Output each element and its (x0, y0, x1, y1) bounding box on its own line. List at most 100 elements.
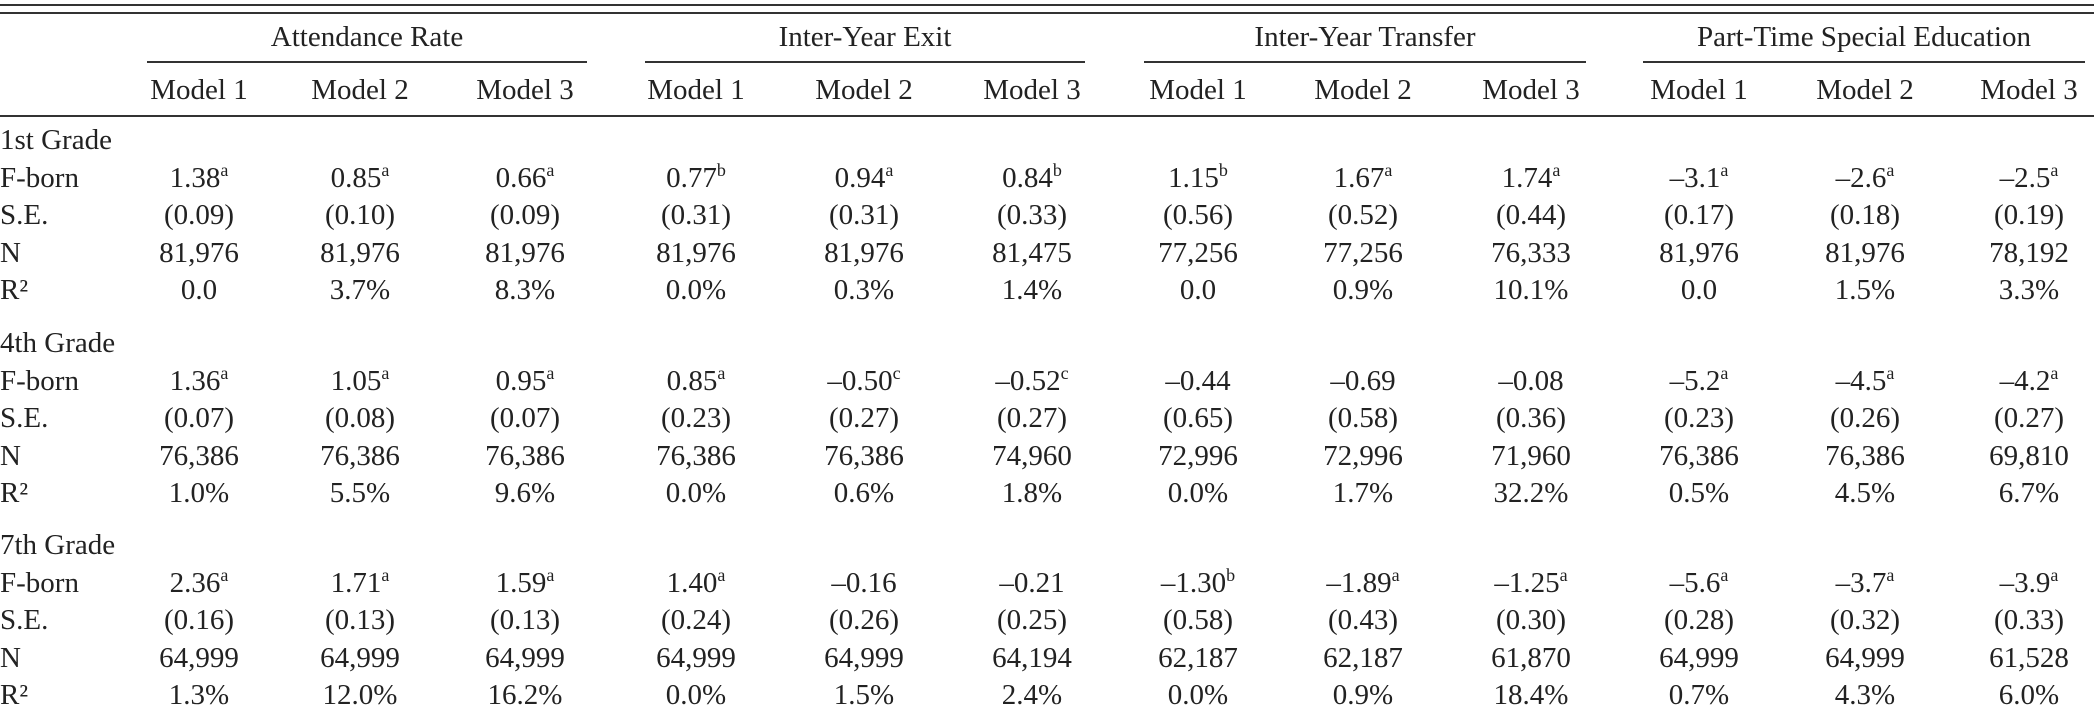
cell: –0.16 (831, 566, 897, 599)
cell: 0.9% (1332, 274, 1394, 306)
cell: 3.7% (329, 274, 391, 306)
cell: (0.28) (1663, 604, 1735, 636)
cell: 12.0% (322, 679, 398, 711)
cell: (0.32) (1829, 604, 1901, 636)
significance-mark: a (1552, 159, 1561, 180)
cell: 64,999 (485, 641, 565, 674)
cell-value: 1.71 (330, 566, 382, 599)
model-header: Model 3 (476, 74, 574, 106)
cell: 3.3% (1998, 274, 2060, 306)
group-rule (1144, 61, 1586, 63)
cell: 64,194 (992, 641, 1072, 674)
significance-mark: a (220, 159, 229, 180)
cell-value: 2.36 (169, 566, 221, 599)
cell: 1.4% (1001, 274, 1063, 306)
cell-value: –5.6 (1669, 566, 1721, 599)
cell: (0.44) (1495, 199, 1567, 231)
cell: 0.0% (1167, 679, 1229, 711)
cell: –0.52c (995, 364, 1068, 398)
cell: 76,386 (1825, 439, 1905, 472)
cell: –0.50c (827, 364, 900, 398)
cell: (0.65) (1162, 402, 1234, 434)
cell: 9.6% (494, 477, 556, 509)
cell: 81,976 (485, 236, 565, 269)
cell-value: 1.38 (169, 161, 221, 194)
cell: 74,960 (992, 439, 1072, 472)
cell: (0.33) (1993, 604, 2065, 636)
cell: 0.9% (1332, 679, 1394, 711)
cell: 72,996 (1158, 439, 1238, 472)
cell: 1.67a (1334, 161, 1393, 195)
row-label: S.E. (0, 199, 49, 231)
cell: (0.52) (1327, 199, 1399, 231)
cell: (0.08) (324, 402, 396, 434)
cell-value: –3.9 (1999, 566, 2051, 599)
cell: (0.58) (1327, 402, 1399, 434)
cell: 2.36a (170, 566, 229, 600)
cell: –0.44 (1165, 364, 1231, 397)
cell: 76,386 (320, 439, 400, 472)
cell-value: –1.89 (1326, 566, 1392, 599)
cell-value: 1.59 (495, 566, 547, 599)
cell: (0.27) (996, 402, 1068, 434)
cell: 1.8% (1001, 477, 1063, 509)
cell: (0.58) (1162, 604, 1234, 636)
cell: (0.36) (1495, 402, 1567, 434)
cell: –1.30b (1161, 566, 1235, 600)
cell-value: –0.52 (995, 364, 1061, 397)
cell: 0.0% (665, 679, 727, 711)
cell: –3.1a (1670, 161, 1729, 195)
cell: 1.0% (168, 477, 230, 509)
model-header: Model 2 (1314, 74, 1412, 106)
cell-value: 1.36 (169, 364, 221, 397)
cell: (0.26) (1829, 402, 1901, 434)
cell: (0.27) (828, 402, 900, 434)
row-label: R² (0, 679, 29, 711)
cell: 0.94a (835, 161, 894, 195)
row-label: F-born (0, 161, 79, 194)
significance-mark: a (381, 564, 390, 585)
cell: 6.0% (1998, 679, 2060, 711)
cell-value: –2.6 (1835, 161, 1887, 194)
group-title: Inter-Year Transfer (1254, 21, 1476, 53)
cell-value: –1.30 (1160, 566, 1227, 599)
cell: 77,256 (1323, 236, 1403, 269)
cell: 81,475 (992, 236, 1072, 269)
cell: –5.2a (1670, 364, 1729, 398)
cell: 62,187 (1158, 641, 1238, 674)
cell: 1.71a (331, 566, 390, 600)
significance-mark: a (2050, 362, 2059, 383)
significance-mark: b (1226, 564, 1236, 585)
cell: 0.85a (667, 364, 726, 398)
cell: –4.2a (2000, 364, 2059, 398)
cell: (0.13) (324, 604, 396, 636)
cell: 0.5% (1668, 477, 1730, 509)
model-header: Model 2 (311, 74, 409, 106)
cell: 81,976 (320, 236, 400, 269)
cell: 64,999 (824, 641, 904, 674)
cell-value: –0.50 (827, 364, 893, 397)
row-label: N (0, 641, 21, 674)
section-title: 4th Grade (0, 327, 116, 359)
cell: 0.0% (665, 274, 727, 306)
cell: –3.7a (1836, 566, 1895, 600)
significance-mark: b (1052, 159, 1062, 180)
cell: 71,960 (1491, 439, 1571, 472)
cell-value: –4.5 (1835, 364, 1887, 397)
significance-mark: a (885, 159, 894, 180)
cell: 0.0 (1680, 274, 1718, 306)
cell: 0.77b (666, 161, 726, 195)
row-label: N (0, 236, 21, 269)
cell: 4.5% (1834, 477, 1896, 509)
cell: (0.09) (163, 199, 235, 231)
significance-mark: a (1886, 564, 1895, 585)
cell: 76,333 (1491, 236, 1571, 269)
cell: 1.05a (331, 364, 390, 398)
cell-value: –4.2 (1999, 364, 2051, 397)
group-title: Inter-Year Exit (778, 21, 952, 53)
significance-mark: a (381, 159, 390, 180)
cell-value: –3.1 (1669, 161, 1721, 194)
cell: (0.10) (324, 199, 396, 231)
top-rule (0, 12, 2094, 14)
cell: 1.74a (1502, 161, 1561, 195)
